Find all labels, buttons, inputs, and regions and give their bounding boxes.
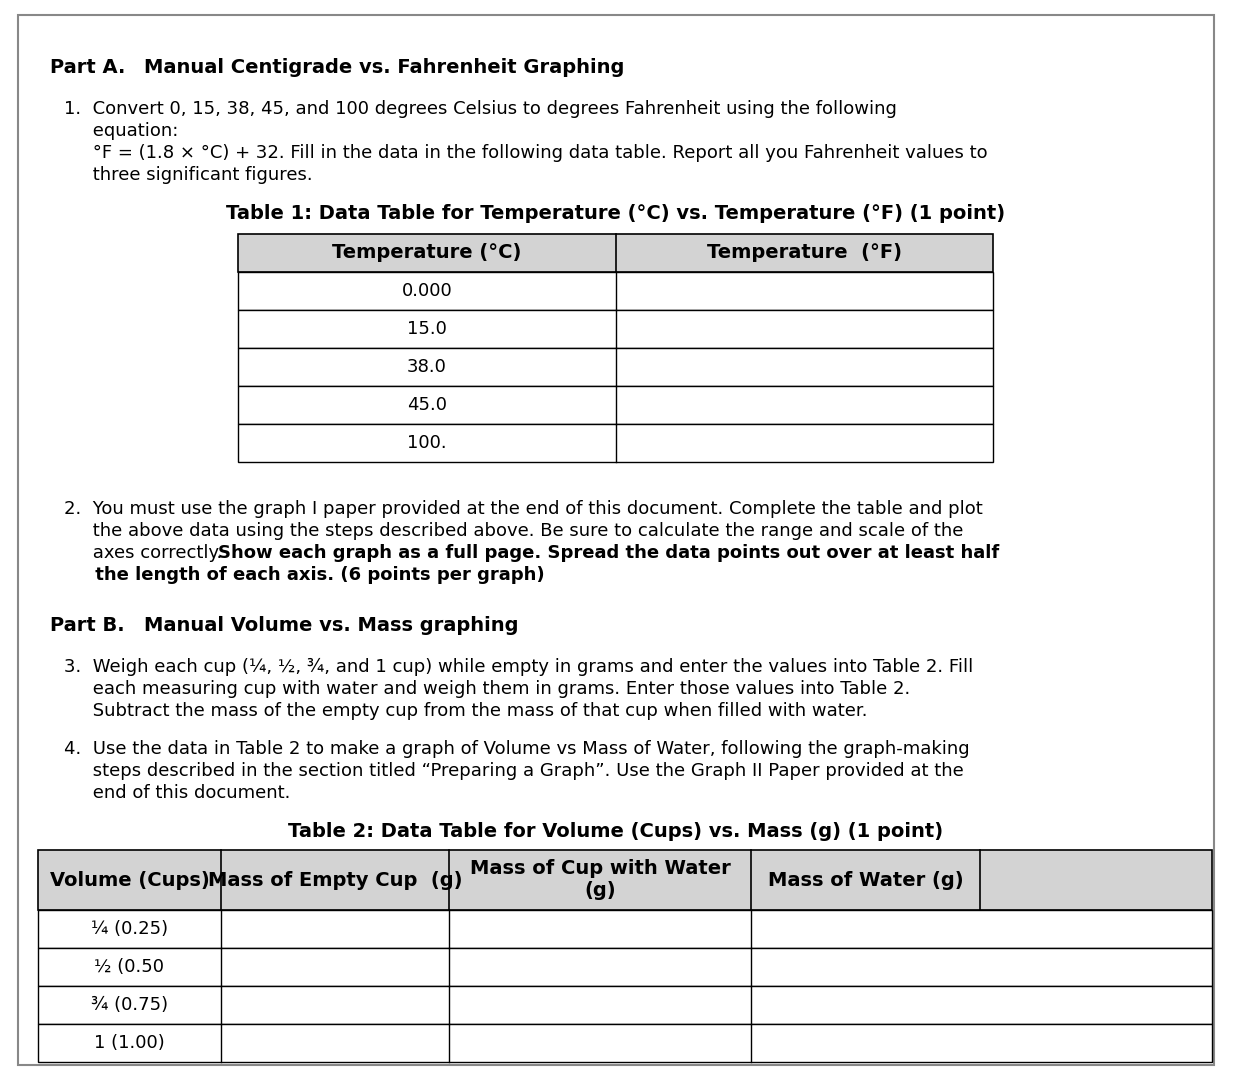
Text: end of this document.: end of this document.: [65, 784, 291, 802]
Text: Volume (Cups): Volume (Cups): [50, 870, 209, 890]
Bar: [237, 348, 993, 386]
Text: Table 2: Data Table for Volume (Cups) vs. Mass (g) (1 point): Table 2: Data Table for Volume (Cups) vs…: [288, 822, 943, 841]
Bar: [37, 948, 1212, 986]
Text: steps described in the section titled “Preparing a Graph”. Use the Graph II Pape: steps described in the section titled “P…: [65, 762, 965, 780]
Text: each measuring cup with water and weigh them in grams. Enter those values into T: each measuring cup with water and weigh …: [65, 680, 911, 698]
Text: ½ (0.50: ½ (0.50: [94, 958, 164, 976]
Text: 15.0: 15.0: [406, 320, 446, 338]
Text: equation:: equation:: [65, 122, 179, 140]
Bar: [237, 386, 993, 424]
Text: Part A.: Part A.: [50, 58, 126, 77]
Text: 1.  Convert 0, 15, 38, 45, and 100 degrees Celsius to degrees Fahrenheit using t: 1. Convert 0, 15, 38, 45, and 100 degree…: [65, 100, 897, 118]
Text: 0.000: 0.000: [401, 282, 452, 300]
Text: Mass of Empty Cup  (g): Mass of Empty Cup (g): [208, 870, 462, 890]
Text: axes correctly.: axes correctly.: [65, 544, 229, 562]
Text: °F = (1.8 × °C) + 32. Fill in the data in the following data table. Report all y: °F = (1.8 × °C) + 32. Fill in the data i…: [65, 144, 988, 162]
Text: Subtract the mass of the empty cup from the mass of that cup when filled with wa: Subtract the mass of the empty cup from …: [65, 702, 868, 720]
Text: Part B.: Part B.: [50, 616, 124, 635]
Bar: [37, 850, 1212, 910]
Text: 45.0: 45.0: [406, 396, 446, 414]
Text: 38.0: 38.0: [406, 357, 446, 376]
Text: Table 1: Data Table for Temperature (°C) vs. Temperature (°F) (1 point): Table 1: Data Table for Temperature (°C)…: [226, 204, 1006, 222]
Text: Manual Centigrade vs. Fahrenheit Graphing: Manual Centigrade vs. Fahrenheit Graphin…: [144, 58, 624, 77]
Text: ¾ (0.75): ¾ (0.75): [91, 996, 168, 1014]
Bar: [237, 234, 993, 272]
Text: Temperature  (°F): Temperature (°F): [707, 243, 902, 262]
Bar: [37, 986, 1212, 1024]
Bar: [237, 310, 993, 348]
Text: the length of each axis. (6 points per graph): the length of each axis. (6 points per g…: [65, 566, 546, 584]
Text: three significant figures.: three significant figures.: [65, 166, 313, 184]
Text: 2.  You must use the graph I paper provided at the end of this document. Complet: 2. You must use the graph I paper provid…: [65, 500, 983, 518]
Bar: [237, 272, 993, 310]
Text: 4.  Use the data in Table 2 to make a graph of Volume vs Mass of Water, followin: 4. Use the data in Table 2 to make a gra…: [65, 740, 970, 758]
Bar: [37, 910, 1212, 948]
Text: Manual Volume vs. Mass graphing: Manual Volume vs. Mass graphing: [144, 616, 518, 635]
Text: the above data using the steps described above. Be sure to calculate the range a: the above data using the steps described…: [65, 522, 963, 540]
Text: Mass of Cup with Water
(g): Mass of Cup with Water (g): [470, 860, 731, 901]
Bar: [237, 424, 993, 462]
Text: Show each graph as a full page. Spread the data points out over at least half: Show each graph as a full page. Spread t…: [218, 544, 999, 562]
Text: 100.: 100.: [406, 434, 446, 453]
Text: Temperature (°C): Temperature (°C): [332, 243, 522, 262]
Text: 1 (1.00): 1 (1.00): [94, 1034, 165, 1052]
Text: Mass of Water (g): Mass of Water (g): [768, 870, 963, 890]
Text: ¼ (0.25): ¼ (0.25): [91, 920, 168, 939]
Text: 3.  Weigh each cup (¼, ½, ¾, and 1 cup) while empty in grams and enter the value: 3. Weigh each cup (¼, ½, ¾, and 1 cup) w…: [65, 658, 973, 676]
Bar: [37, 1024, 1212, 1062]
